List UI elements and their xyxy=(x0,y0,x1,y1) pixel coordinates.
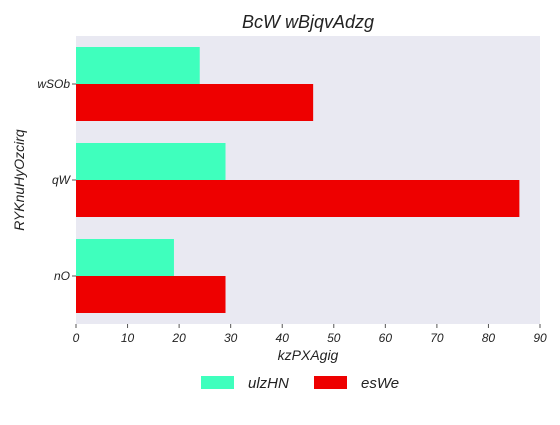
bar-esWe-nO xyxy=(76,276,226,313)
y-axis-label: RYKnuHyOzcirq xyxy=(11,129,27,231)
y-tick-label: nO xyxy=(54,269,70,283)
bar-ulzHN-nO xyxy=(76,239,174,276)
bar-esWe-qW xyxy=(76,180,520,217)
bar-esWe-wSOb xyxy=(76,84,314,121)
y-tick-label: qW xyxy=(52,173,72,187)
bars-group xyxy=(76,47,520,313)
x-tick-label: 20 xyxy=(171,331,186,345)
x-tick-label: 0 xyxy=(73,331,80,345)
x-axis-label: kzPXAgig xyxy=(278,347,339,363)
x-tick-label: 90 xyxy=(533,331,547,345)
x-tick-label: 10 xyxy=(121,331,135,345)
legend-swatch-esWe xyxy=(314,376,347,389)
x-tick-label: 50 xyxy=(327,331,341,345)
x-tick-label: 40 xyxy=(276,331,290,345)
legend-label-esWe: esWe xyxy=(361,375,399,392)
bar-ulzHN-qW xyxy=(76,143,226,180)
x-tick-label: 60 xyxy=(379,331,393,345)
legend-label-ulzHN: ulzHN xyxy=(248,375,289,392)
legend-swatch-ulzHN xyxy=(201,376,234,389)
x-axis-ticks: 0 10 20 30 40 50 60 70 80 90 xyxy=(73,324,547,345)
bar-ulzHN-wSOb xyxy=(76,47,200,84)
x-tick-label: 80 xyxy=(482,331,496,345)
legend: ulzHN esWe xyxy=(201,375,399,392)
x-tick-label: 70 xyxy=(430,331,444,345)
x-tick-label: 30 xyxy=(224,331,238,345)
chart-title: BcW wBjqvAdzg xyxy=(242,12,374,32)
y-axis-ticks: wSOb qW nO xyxy=(37,77,76,283)
y-tick-label: wSOb xyxy=(37,77,70,91)
